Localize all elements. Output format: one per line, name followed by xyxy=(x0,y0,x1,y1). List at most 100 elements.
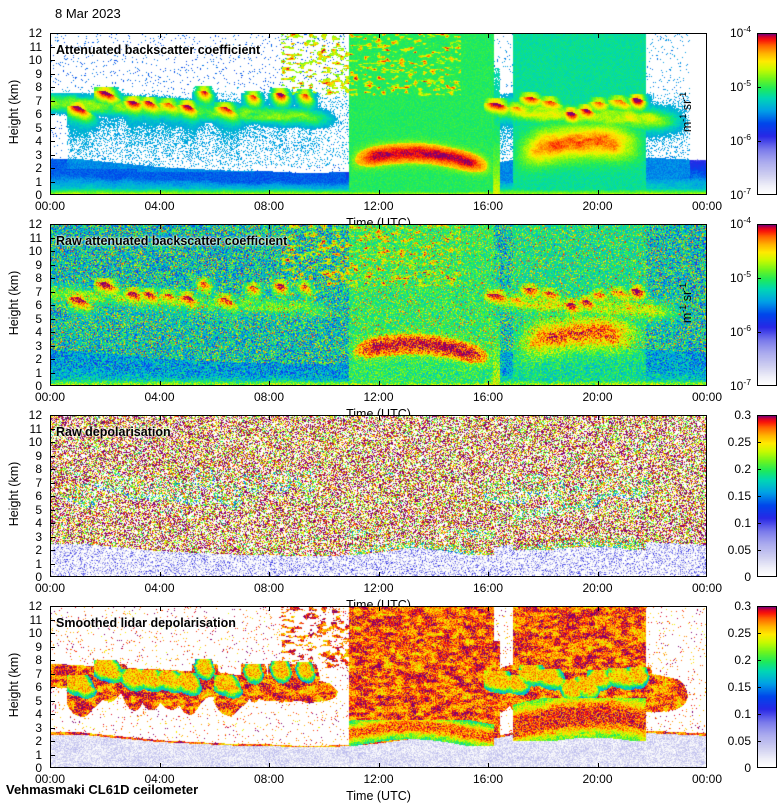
x-tick-mark xyxy=(488,381,489,386)
x-tick-mark-top xyxy=(159,33,161,38)
site-label: Vehmasmaki CL61D ceilometer xyxy=(6,782,199,797)
y-tick-mark xyxy=(50,318,55,320)
colorbar-attenuated-backscatter xyxy=(757,33,777,195)
y-tick-label: 9 xyxy=(35,448,42,463)
x-tick-label: 04:00 xyxy=(144,199,175,213)
y-tick-mark xyxy=(50,523,55,524)
x-tick-mark xyxy=(597,763,599,768)
colorbar-unit-label: m-1 sr-1 xyxy=(677,91,694,133)
x-tick-mark-top xyxy=(269,606,270,611)
y-tick-label: 6 xyxy=(35,680,42,694)
y-tick-mark xyxy=(50,727,55,729)
colorbar-tick-mark xyxy=(757,33,761,34)
y-tick-label: 0 xyxy=(35,379,42,393)
x-tick-mark xyxy=(378,381,380,386)
x-tick-mark xyxy=(378,572,380,577)
x-tick-mark xyxy=(269,572,270,577)
x-tick-mark-top xyxy=(159,606,161,611)
plot-area-raw-depolarisation[interactable] xyxy=(50,415,707,577)
x-tick-label: 12:00 xyxy=(363,390,394,404)
y-tick-label: 2 xyxy=(35,734,42,748)
y-tick-mark xyxy=(50,428,55,430)
y-tick-label: 5 xyxy=(35,311,42,326)
y-tick-label: 10 xyxy=(28,435,42,449)
colorbar-tick-label: 10-7 xyxy=(729,377,751,393)
y-tick-label: 9 xyxy=(35,639,42,654)
x-tick-label: 04:00 xyxy=(144,390,175,404)
y-tick-label: 3 xyxy=(35,338,42,353)
y-tick-mark xyxy=(50,415,55,416)
colorbar-tick-mark xyxy=(757,332,761,333)
x-tick-mark-top xyxy=(706,415,707,420)
y-tick-mark xyxy=(50,127,55,129)
y-tick-mark xyxy=(50,73,55,75)
y-tick-mark xyxy=(50,237,55,239)
x-tick-mark xyxy=(597,190,599,195)
y-tick-label: 9 xyxy=(35,66,42,81)
colorbar-tick-label: 0.05 xyxy=(727,734,751,748)
y-tick-mark xyxy=(50,646,55,648)
y-tick-mark xyxy=(50,141,55,142)
colorbar-tick-mark xyxy=(757,385,761,386)
x-tick-label: 16:00 xyxy=(472,199,504,213)
colorbar-tick-label: 10-6 xyxy=(729,132,751,148)
y-axis-label: Height (km) xyxy=(7,652,21,718)
heatmap-canvas-smoothed-lidar-depolarisation xyxy=(51,607,706,767)
x-tick-mark xyxy=(159,572,161,577)
y-tick-mark xyxy=(50,563,55,565)
x-tick-mark xyxy=(488,190,489,195)
colorbar-tick-mark xyxy=(757,496,761,497)
x-tick-mark-top xyxy=(159,415,161,420)
colorbar-tick-label: 10-5 xyxy=(729,269,751,285)
y-tick-mark xyxy=(50,536,55,538)
y-tick-mark xyxy=(50,576,55,577)
y-tick-label: 6 xyxy=(35,489,42,503)
y-tick-label: 11 xyxy=(29,612,42,627)
y-tick-mark xyxy=(50,741,55,742)
y-tick-mark xyxy=(50,345,55,347)
plot-area-smoothed-lidar-depolarisation[interactable] xyxy=(50,606,707,768)
x-tick-mark xyxy=(50,190,51,195)
y-tick-mark xyxy=(50,278,55,279)
colorbar-gradient xyxy=(758,607,776,767)
date-label: 8 Mar 2023 xyxy=(55,6,121,21)
y-tick-label: 12 xyxy=(28,217,42,231)
y-tick-label: 8 xyxy=(35,80,42,94)
x-tick-mark xyxy=(706,381,707,386)
x-tick-mark-top xyxy=(378,606,380,611)
y-tick-mark xyxy=(50,660,55,661)
y-tick-label: 5 xyxy=(35,502,42,517)
plot-area-attenuated-backscatter[interactable] xyxy=(50,33,707,195)
colorbar-tick-label: 10-6 xyxy=(729,323,751,339)
x-tick-label: 08:00 xyxy=(253,581,285,595)
x-tick-label: 04:00 xyxy=(144,581,175,595)
x-tick-label: 08:00 xyxy=(253,199,285,213)
y-tick-label: 10 xyxy=(28,626,42,640)
x-tick-mark xyxy=(159,381,161,386)
colorbar-tick-mark xyxy=(757,469,761,470)
colorbar-tick-mark xyxy=(757,550,761,551)
colorbar-unit-label: m-1 sr-1 xyxy=(677,282,694,324)
colorbar-tick-mark xyxy=(757,415,761,416)
colorbar-tick-label: 0.25 xyxy=(727,435,751,449)
y-tick-label: 10 xyxy=(28,244,42,258)
y-tick-mark xyxy=(50,100,55,102)
y-tick-label: 8 xyxy=(35,462,42,476)
plot-area-raw-attenuated-backscatter[interactable] xyxy=(50,224,707,386)
x-tick-label: 00:00 xyxy=(34,199,66,213)
y-tick-label: 4 xyxy=(35,707,42,721)
y-tick-label: 6 xyxy=(35,298,42,312)
y-tick-mark xyxy=(50,550,55,551)
x-tick-mark-top xyxy=(597,33,599,38)
y-tick-mark xyxy=(50,714,55,715)
y-tick-label: 1 xyxy=(35,174,42,189)
colorbar-tick-label: 0.05 xyxy=(727,543,751,557)
x-tick-label: 08:00 xyxy=(253,390,285,404)
colorbar-tick-label: 10-4 xyxy=(729,215,751,231)
x-tick-mark xyxy=(159,763,161,768)
y-axis-label: Height (km) xyxy=(7,461,21,527)
x-tick-mark xyxy=(50,572,51,577)
colorbar-tick-label: 10-4 xyxy=(729,24,751,40)
x-tick-mark xyxy=(597,572,599,577)
x-tick-mark xyxy=(269,763,270,768)
